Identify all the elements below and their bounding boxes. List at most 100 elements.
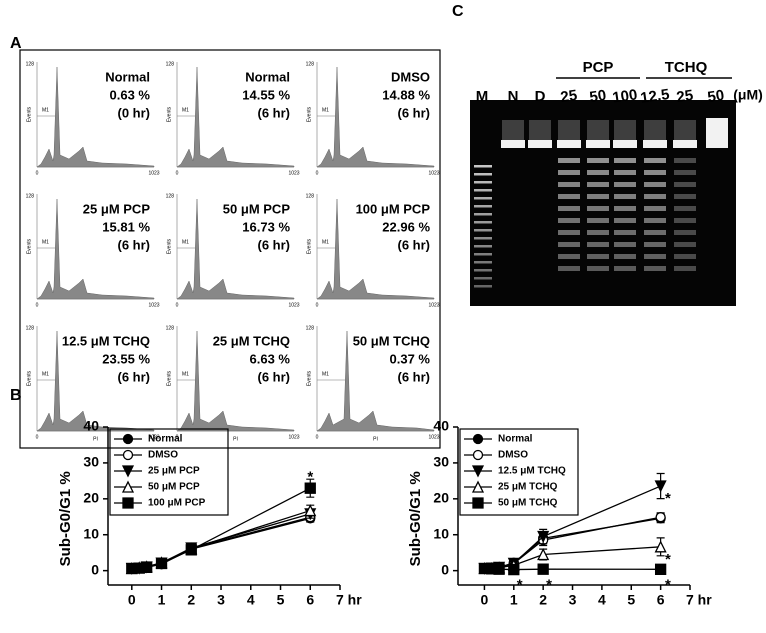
ladder-band — [587, 170, 609, 175]
lane-label: 50 — [588, 87, 607, 106]
ladder-band — [558, 218, 580, 223]
ladder-band — [644, 242, 666, 247]
histogram-label: 23.55 % — [102, 351, 150, 366]
ladder-band — [474, 205, 492, 208]
marker — [537, 548, 550, 561]
marker — [155, 557, 168, 570]
histogram-shape — [36, 66, 155, 168]
annotation: * — [546, 576, 552, 593]
marker — [471, 465, 485, 478]
x-tick-label: 4 — [247, 592, 255, 608]
ladder-band — [614, 254, 636, 259]
histogram-label: 50 μM TCHQ — [353, 333, 430, 348]
legend-label: 12.5 μM TCHQ — [498, 466, 566, 477]
ladder-band — [474, 261, 492, 264]
histogram-label: (6 hr) — [258, 369, 291, 384]
ladder-band — [587, 242, 609, 247]
legend-label: 25 μM TCHQ — [498, 482, 558, 493]
y-max-label: 128 — [306, 61, 315, 67]
ladder-band — [674, 170, 696, 175]
legend-label: Normal — [498, 434, 533, 445]
gate-label: M1 — [322, 239, 329, 245]
x-axis-label: PI — [233, 436, 238, 442]
histogram-label: Normal — [105, 69, 150, 84]
x-min-label: 0 — [36, 302, 39, 308]
y-tick-label: 0 — [91, 561, 99, 577]
ladder-band — [474, 221, 492, 224]
ladder-band — [474, 269, 492, 272]
y-tick-label: 0 — [441, 561, 449, 577]
histogram-label: (6 hr) — [398, 237, 431, 252]
x-tick-label: 7 hr — [686, 592, 712, 608]
marker — [508, 563, 520, 576]
legend-label: 50 μM PCP — [148, 482, 200, 493]
lane-label: 50 — [706, 87, 725, 106]
ladder-band — [474, 213, 492, 216]
ladder-band — [674, 230, 696, 235]
x-tick-label: 7 hr — [336, 592, 362, 608]
histogram-label: Normal — [245, 69, 290, 84]
histogram-shape — [176, 330, 295, 432]
annotation: * — [665, 551, 671, 568]
legend-label: Normal — [148, 434, 183, 445]
marker — [654, 480, 667, 493]
histogram-shape — [176, 198, 295, 300]
ladder-band — [558, 194, 580, 199]
marker — [537, 530, 550, 543]
ladder-band — [558, 158, 580, 163]
ladder-band — [474, 197, 492, 200]
legend-label: 100 μM PCP — [148, 498, 206, 509]
ladder-band — [644, 218, 666, 223]
gate-label: M1 — [182, 239, 189, 245]
y-max-label: 128 — [306, 193, 315, 199]
y-axis-label: Events — [166, 370, 172, 386]
ladder-band — [674, 194, 696, 199]
x-max-label: 1023 — [428, 170, 439, 176]
marker — [122, 449, 134, 461]
histogram-label: 22.96 % — [382, 219, 430, 234]
x-axis-label: PI — [93, 436, 98, 442]
smear — [558, 120, 580, 140]
ladder-band — [474, 165, 492, 168]
ladder-band — [614, 194, 636, 199]
annotation: * — [307, 469, 313, 486]
ladder-band — [474, 237, 492, 240]
y-max-label: 128 — [166, 193, 175, 199]
lane-label: 25 — [559, 87, 578, 106]
y-axis-label: Sub-G0/G1 % — [407, 471, 424, 566]
y-tick-label: 40 — [83, 418, 99, 434]
y-axis-label: Events — [26, 238, 32, 254]
ladder-band — [587, 182, 609, 187]
histogram-label: 14.55 % — [242, 87, 290, 102]
group-label: TCHQ — [665, 59, 708, 76]
histogram-label: 0.37 % — [390, 351, 431, 366]
legend-label: DMSO — [148, 450, 178, 461]
x-min-label: 0 — [316, 170, 319, 176]
ladder-band — [587, 254, 609, 259]
smear — [614, 120, 636, 140]
ladder-band — [614, 266, 636, 271]
x-tick-label: 0 — [128, 592, 136, 608]
panel-label: C — [452, 3, 464, 20]
annotation: * — [665, 576, 671, 593]
x-tick-label: 6 — [306, 592, 314, 608]
y-tick-label: 40 — [433, 418, 449, 434]
annotation: * — [517, 576, 523, 593]
x-max-label: 1023 — [148, 170, 159, 176]
legend-label: 50 μM TCHQ — [498, 498, 558, 509]
ladder-band — [558, 170, 580, 175]
marker — [304, 482, 316, 494]
histogram-label: (0 hr) — [118, 105, 151, 120]
marker — [654, 540, 667, 553]
well-band — [706, 118, 728, 148]
ladder-band — [674, 266, 696, 271]
smear — [502, 120, 524, 140]
ladder-band — [587, 218, 609, 223]
ladder-band — [644, 182, 666, 187]
ladder-band — [474, 229, 492, 232]
x-tick-label: 1 — [158, 592, 166, 608]
ladder-band — [587, 206, 609, 211]
x-tick-label: 5 — [277, 592, 285, 608]
well-band — [673, 140, 697, 148]
x-tick-label: 2 — [187, 592, 195, 608]
